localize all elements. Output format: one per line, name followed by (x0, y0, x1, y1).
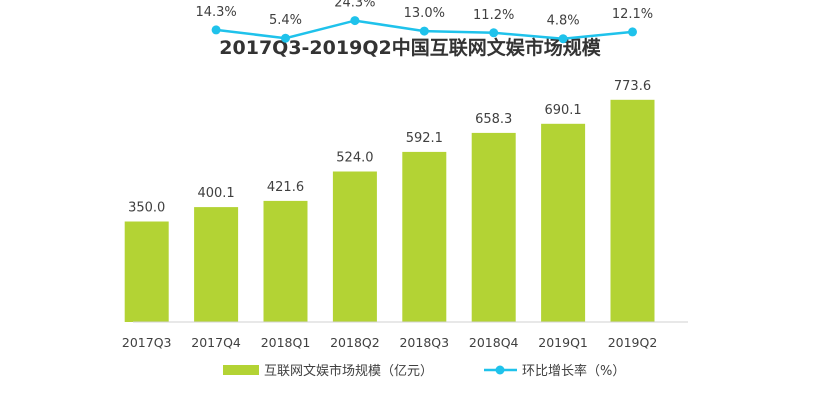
x-tick-label: 2017Q4 (191, 335, 241, 350)
bar-value-label: 524.0 (336, 151, 373, 166)
bar-value-label: 400.1 (197, 186, 234, 201)
x-tick-label: 2019Q1 (538, 335, 588, 350)
growth-point-2019Q1 (558, 34, 568, 44)
legend-swatch-marker (495, 365, 505, 375)
x-tick-label: 2019Q2 (608, 335, 658, 350)
bar-value-label: 690.1 (544, 103, 581, 118)
growth-value-label: 24.3% (334, 0, 375, 11)
growth-point-2019Q2 (628, 27, 637, 37)
growth-point-2018Q3 (419, 26, 429, 36)
growth-value-label: 12.1% (612, 7, 653, 22)
bar-2018Q2 (332, 171, 377, 322)
growth-value-label: 11.2% (473, 8, 514, 23)
x-tick-label: 2018Q3 (399, 335, 449, 350)
bar-2019Q2 (610, 99, 655, 322)
legend-label-line: 环比增长率（%） (522, 363, 625, 379)
bar-2017Q4 (194, 207, 239, 322)
legend: 互联网文娱市场规模（亿元） 环比增长率（%） (223, 363, 625, 379)
bar-value-label: 421.6 (267, 180, 304, 195)
x-tick-labels: 2017Q3 2017Q4 2018Q1 2018Q2 2018Q3 2018Q4 2019… (122, 335, 657, 350)
growth-value-label: 5.4% (269, 13, 302, 28)
x-tick-label: 2018Q2 (330, 335, 380, 350)
growth-point-2017Q4 (211, 25, 221, 35)
growth-value-label: 13.0% (404, 6, 445, 21)
bar-2018Q1 (263, 200, 308, 322)
bar-2018Q4 (471, 132, 516, 322)
growth-line-series (211, 16, 637, 44)
bar-value-label: 658.3 (475, 112, 512, 127)
growth-point-2018Q1 (281, 33, 290, 43)
growth-point-2018Q2 (350, 16, 360, 26)
bar-value-label: 592.1 (406, 131, 443, 146)
growth-value-labels: 14.3% 5.4% 24.3% 13.0% 11.2% 4.8% 12.1% (195, 0, 653, 29)
bar-2018Q3 (402, 151, 447, 322)
x-tick-label: 2018Q1 (261, 335, 311, 350)
x-tick-label: 2018Q4 (469, 335, 519, 350)
growth-value-label: 4.8% (547, 14, 580, 29)
bar-group (124, 99, 655, 322)
legend-label-bar: 互联网文娱市场规模（亿元） (264, 363, 433, 379)
bar-value-labels: 350.0 400.1 421.6 524.0 592.1 658.3 690.1 773.6 (128, 79, 651, 216)
bar-value-label: 350.0 (128, 201, 165, 216)
chart-title: 2017Q3-2019Q2中国互联网文娱市场规模 (219, 36, 601, 59)
growth-point-2018Q4 (489, 28, 499, 38)
bar-2017Q3 (124, 221, 169, 322)
bar-value-label: 773.6 (614, 79, 651, 94)
growth-value-label: 14.3% (195, 5, 236, 20)
legend-swatch-bar (223, 365, 259, 375)
x-tick-label: 2017Q3 (122, 335, 172, 350)
bar-2019Q1 (541, 123, 586, 322)
